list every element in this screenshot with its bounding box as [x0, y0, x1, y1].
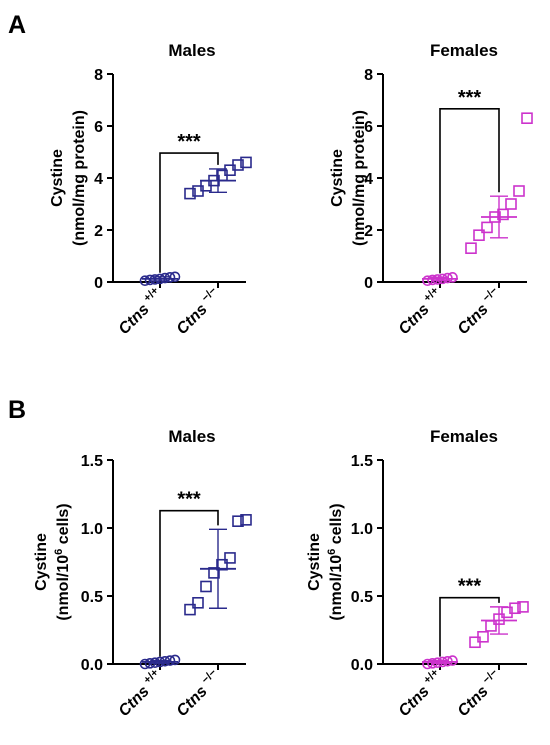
x-category-label: Ctns+/+ — [393, 667, 446, 720]
y-tick-label: 6 — [94, 119, 103, 136]
x-category-label: Ctns−/− — [452, 285, 505, 338]
y-axis-label-line2: (nmol/106 cells) — [326, 503, 345, 620]
y-tick-label: 1.5 — [351, 453, 373, 470]
data-point-square — [477, 630, 489, 643]
data-point-square — [481, 221, 493, 234]
significance-bracket — [439, 596, 500, 657]
x-category-label: Ctns+/+ — [113, 667, 166, 720]
data-point-square — [465, 242, 477, 254]
data-point-square — [232, 515, 244, 528]
data-point-square — [505, 198, 517, 210]
y-tick-label: 0.0 — [81, 657, 103, 674]
panel-letter-b: B — [8, 396, 26, 424]
data-point-square — [517, 601, 529, 613]
x-category-label: Ctns−/− — [171, 285, 224, 338]
data-point-square — [240, 514, 252, 526]
y-tick-label: 1.0 — [81, 521, 103, 538]
significance-bracket — [159, 509, 219, 657]
significance-bracket — [439, 108, 500, 274]
y-tick-label: 1.5 — [81, 453, 103, 470]
data-point-square — [184, 603, 196, 616]
y-tick-label: 0.5 — [81, 589, 103, 606]
data-point-square — [184, 187, 196, 200]
data-point-circle — [139, 275, 151, 287]
data-point-square — [224, 552, 236, 564]
y-axis-label-line1: Cystine — [329, 149, 346, 207]
x-category-label: Ctns−/− — [171, 667, 224, 720]
data-point-square — [216, 558, 228, 571]
y-tick-label: 1.0 — [351, 521, 373, 538]
y-axis-label-line2: (nmol/mg protein) — [351, 110, 368, 246]
chart-title: Females — [430, 427, 498, 446]
data-point-circle — [169, 271, 181, 283]
significance-label: *** — [458, 87, 482, 109]
y-tick-label: 8 — [94, 67, 103, 84]
y-axis-label-line2: (nmol/mg protein) — [71, 110, 88, 246]
y-tick-label: 0.0 — [351, 657, 373, 674]
significance-label: *** — [177, 489, 201, 511]
data-point-square — [232, 159, 244, 171]
chart-1: Females Cystine (nmol/mg protein) 0 2 4 6 8 Ctns… — [329, 41, 533, 338]
significance-label: *** — [458, 576, 482, 598]
data-point-square — [473, 229, 485, 241]
panel-letter-a: A — [8, 11, 26, 39]
y-tick-label: 2 — [94, 223, 103, 240]
data-point-square — [240, 156, 252, 169]
y-tick-label: 0.5 — [351, 589, 373, 606]
data-point-square — [192, 596, 204, 609]
y-tick-label: 8 — [364, 67, 373, 84]
data-point-circle — [139, 658, 151, 670]
data-point-circle — [169, 654, 181, 666]
data-point-square — [200, 580, 212, 593]
data-point-square — [497, 208, 509, 221]
significance-bracket — [159, 152, 219, 273]
data-point-circle — [144, 274, 156, 286]
data-point-square — [208, 567, 220, 579]
chart-3: Females Cystine (nmol/106 cells) 0.0 0.5 1.0 1… — [306, 427, 529, 720]
data-point-square — [521, 112, 533, 124]
x-category-label: Ctns−/− — [452, 667, 505, 720]
chart-title: Males — [168, 427, 215, 446]
y-tick-label: 4 — [94, 171, 103, 188]
x-category-label: Ctns+/+ — [393, 285, 446, 338]
y-axis-label-line1: Cystine — [49, 149, 66, 207]
chart-title: Males — [168, 41, 215, 60]
y-tick-label: 2 — [364, 223, 373, 240]
y-axis-label-line1: Cystine — [33, 533, 50, 591]
y-tick-label: 0 — [94, 275, 103, 292]
y-tick-label: 6 — [364, 119, 373, 136]
data-point-square — [513, 185, 525, 197]
significance-label: *** — [177, 131, 201, 153]
data-point-square — [509, 602, 521, 615]
charts-container: Males Cystine (nmol/mg protein) 0 2 4 6 8 Ctns+/… — [33, 41, 533, 720]
y-tick-label: 0 — [364, 275, 373, 292]
chart-title: Females — [430, 41, 498, 60]
y-tick-label: 4 — [364, 171, 373, 188]
y-axis-label-line1: Cystine — [306, 533, 323, 591]
y-axis-label-line2: (nmol/106 cells) — [53, 503, 72, 620]
chart-0: Males Cystine (nmol/mg protein) 0 2 4 6 8 Ctns+/… — [49, 41, 252, 338]
x-category-label: Ctns+/+ — [113, 285, 166, 338]
chart-2: Males Cystine (nmol/106 cells) 0.0 0.5 1.0 1.5… — [33, 427, 252, 720]
